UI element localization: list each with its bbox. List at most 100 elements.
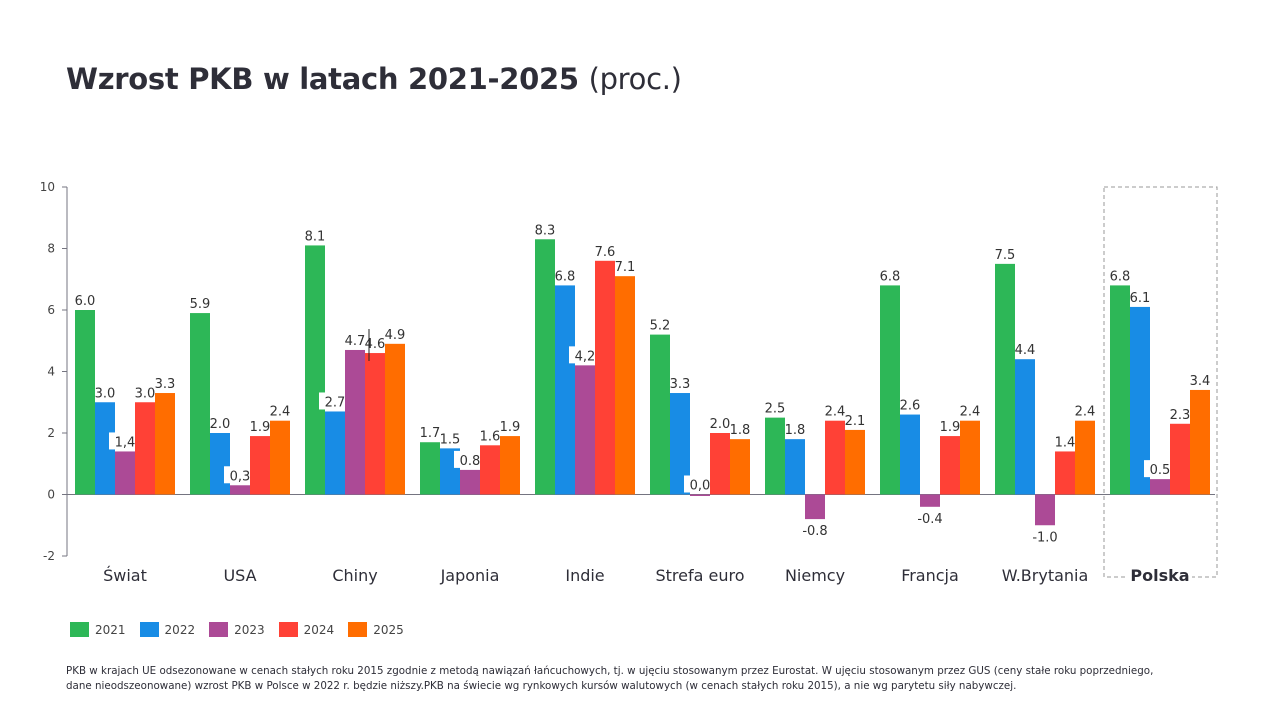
bar-2025 [960,420,980,495]
y-tick-label: 4 [47,365,55,379]
bar-2023 [920,494,940,507]
bar-2022 [1130,306,1150,495]
data-label: 8.1 [305,229,326,244]
data-label: 1.5 [440,432,461,447]
y-tick-label: 6 [47,303,55,317]
data-label: 7.1 [615,260,636,275]
data-label: 0.8 [460,454,481,469]
legend-label: 2022 [164,622,196,637]
bar-2024 [365,353,385,495]
bar-2025 [385,343,405,495]
bar-2024 [1170,423,1190,495]
data-label: 2.0 [210,417,231,432]
data-label: 1.9 [940,420,961,435]
bar-2024 [1055,451,1075,495]
bar-2021 [190,313,210,495]
legend-swatch [70,622,89,637]
bar-2024 [825,420,845,495]
data-label: 2.6 [900,399,921,414]
bar-2022 [1015,359,1035,495]
category-label: Indie [565,566,604,585]
bar-2025 [500,436,520,495]
data-label: 2.4 [1075,405,1096,420]
bar-2024 [135,402,155,495]
bar-2022 [325,411,345,495]
legend-item-2024: 2024 [278,622,334,637]
category-label: Polska [1130,566,1189,585]
data-label: 6.0 [75,294,96,309]
data-label: 4.4 [1015,343,1036,358]
data-label: 0,0 [690,479,711,494]
data-label: 1.8 [785,423,806,438]
category-label: Francja [901,566,959,585]
bar-2023 [1035,494,1055,526]
bar-2021 [765,417,785,495]
footnote-line-1: PKB w krajach UE odsezonowane w cenach s… [66,665,1154,677]
data-label-bg [454,450,486,468]
data-label: 4.6 [365,337,386,352]
data-label: 1.6 [480,429,501,444]
y-tick-label: 0 [47,488,55,502]
bar-2025 [615,276,635,495]
data-label: 2.4 [825,405,846,420]
category-label-bg [1128,566,1192,586]
legend-swatch [139,622,159,637]
bar-2025 [1075,420,1095,495]
bar-2021 [75,310,95,495]
category-label: W.Brytania [1002,566,1089,585]
bar-2023 [690,494,710,496]
bar-2023 [575,365,595,495]
bar-2024 [250,436,270,495]
data-label: 2.5 [765,402,786,417]
data-label: -1.0 [1032,530,1057,545]
y-tick-label: 10 [40,180,55,194]
bar-2022 [670,393,690,495]
data-label: 1.7 [420,426,441,441]
data-label: 2.4 [960,405,981,420]
category-label: Świat [103,566,147,585]
data-label-bg [569,346,601,364]
data-label: 3.3 [155,377,176,392]
chart-title-main: Wzrost PKB w latach 2021-2025 [66,62,579,96]
chart-title-unit: (proc.) [588,62,682,96]
bar-2022 [95,402,115,495]
data-label: 8.3 [535,223,556,238]
data-label: -0.8 [802,524,827,539]
data-label: 4.9 [385,328,406,343]
chart-title: Wzrost PKB w latach 2021-2025 (proc.) [66,62,682,96]
data-label: 2.0 [710,417,731,432]
data-label: 7.5 [995,248,1016,263]
data-label: 6.8 [1110,269,1131,284]
bar-2021 [995,263,1015,495]
legend-label: 2021 [95,622,126,637]
bar-2024 [480,445,500,495]
data-label: 6.8 [880,269,901,284]
data-label-bg [684,475,716,493]
bar-2025 [270,420,290,495]
bar-2021 [880,285,900,495]
legend-item-2023: 2023 [209,622,265,637]
bar-2021 [305,245,325,495]
data-label-bg [109,432,141,450]
data-label: 7.6 [595,245,616,260]
data-label: 6.8 [555,269,576,284]
data-label: 1,4 [115,435,136,450]
data-label-bg [1144,460,1176,478]
category-label: USA [223,566,256,585]
bar-2023 [230,485,250,495]
data-label-bg [224,466,256,484]
bar-2021 [420,442,440,495]
legend-label: 2023 [234,622,265,637]
data-label: 2.7 [325,395,346,410]
data-label: 1.8 [730,423,751,438]
data-label: -0.4 [917,512,942,527]
chart-legend: 2021 2022 2023 2024 2025 [70,622,404,637]
data-label: 1.9 [500,420,521,435]
data-label: 5.2 [650,319,671,334]
data-label: 3.4 [1190,374,1211,389]
legend-item-2021: 2021 [70,622,126,637]
data-label: 0.5 [1150,463,1171,478]
bar-2023 [805,494,825,520]
footnote: PKB w krajach UE odsezonowane w cenach s… [66,664,1226,694]
bar-2024 [710,433,730,495]
